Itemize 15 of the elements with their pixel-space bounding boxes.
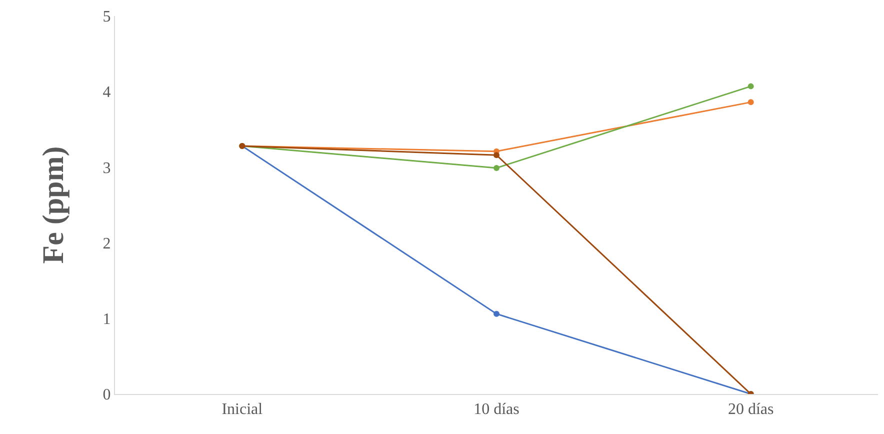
y-tick-label: 3	[102, 160, 111, 177]
point	[748, 99, 754, 106]
y-tick-label: 0	[102, 386, 111, 404]
y-tick-label: 2	[102, 235, 111, 252]
point	[494, 164, 500, 171]
x-tick-label: 10 días	[474, 401, 520, 418]
y-tick-label: 1	[102, 311, 111, 328]
y-tick-label: 5	[102, 8, 111, 26]
x-tick-label: Inicial	[222, 401, 264, 418]
point	[494, 152, 500, 158]
point	[748, 83, 754, 90]
point	[494, 310, 500, 317]
y-axis-title: Fe (ppm)	[36, 146, 70, 264]
x-tick-label: 20 días	[728, 401, 774, 418]
y-tick-label: 4	[102, 84, 111, 102]
